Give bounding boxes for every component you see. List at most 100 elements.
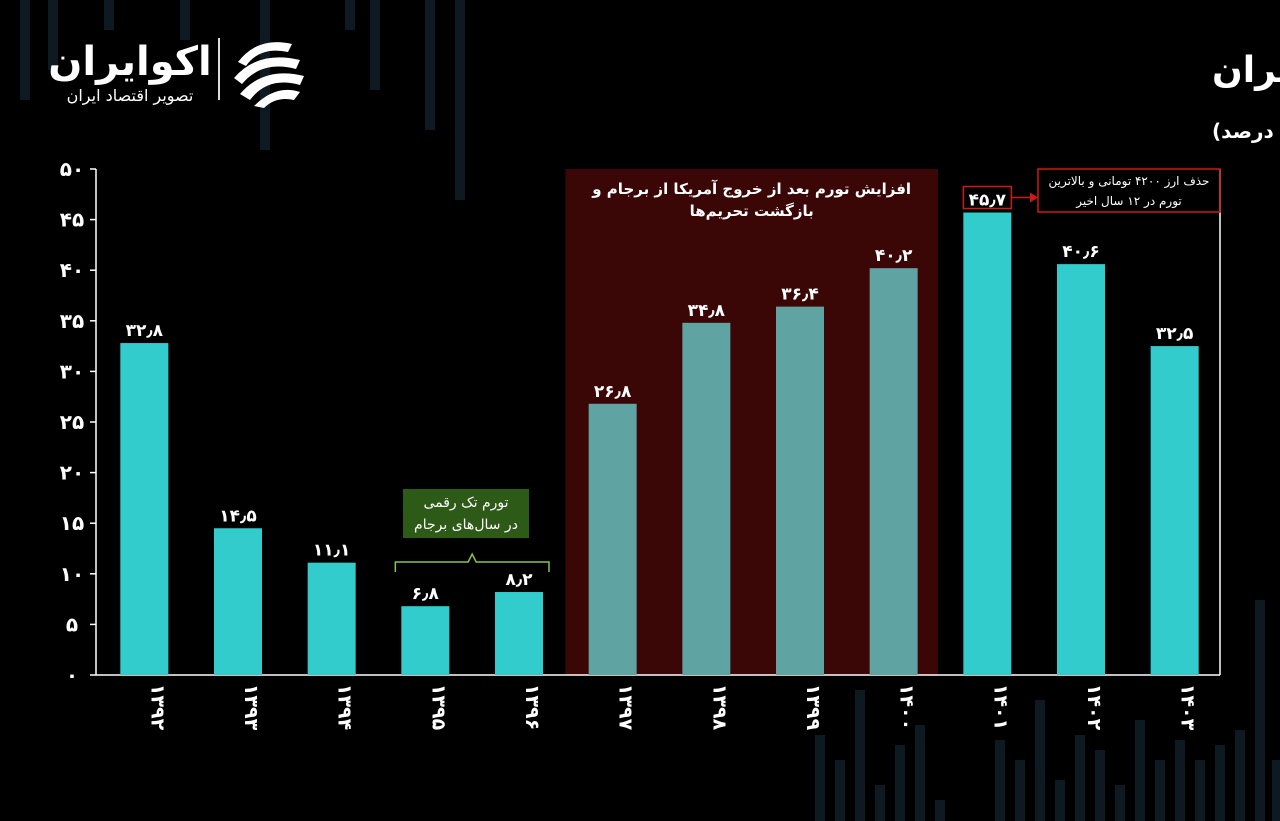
y-tick-label: ۱۵ (60, 511, 84, 535)
bar-5 (588, 403, 637, 675)
single-digit-annotation: تورم تک رقمی در سال‌های برجام (394, 489, 550, 572)
category-label-11: ۱۴۰۳ (1177, 684, 1199, 731)
bar-1 (214, 528, 262, 675)
sanctions-annotation-line2: بازگشت تحریم‌ها (690, 202, 814, 220)
x-axis (96, 169, 1221, 676)
background-candle (895, 745, 905, 821)
brand-name: اکوایران (48, 39, 212, 85)
y-tick-label: ۳۰ (60, 359, 84, 383)
background-candle (875, 785, 885, 821)
value-label-10: ۴۰٫۶ (1062, 242, 1099, 262)
background-candle (1272, 760, 1280, 821)
background-candle (1155, 760, 1165, 821)
category-label-4: ۱۳۹۶ (521, 684, 543, 730)
bar-2 (307, 562, 356, 675)
background-decoration (20, 0, 1280, 821)
single-digit-bracket (394, 552, 550, 572)
record-annotation-line1: حذف ارز ۴۲۰۰ تومانی و بالاترین (1049, 174, 1210, 189)
category-label-9: ۱۴۰۱ (989, 684, 1011, 730)
value-label-11: ۳۲٫۵ (1156, 324, 1193, 344)
value-label-0: ۳۲٫۸ (126, 321, 164, 341)
value-label-3: ۶٫۸ (412, 584, 440, 604)
category-label-5: ۱۳۹۷ (615, 684, 637, 731)
category-label-1: ۱۳۹۳ (240, 684, 262, 731)
category-label-2: ۱۳۹۴ (334, 684, 356, 730)
background-candle (1055, 780, 1065, 821)
background-candle (370, 0, 380, 90)
category-label-3: ۱۳۹۵ (427, 684, 449, 731)
background-candle (815, 735, 825, 821)
background-candle (1095, 750, 1105, 821)
value-label-8: ۴۰٫۲ (875, 246, 913, 266)
value-label-5: ۲۶٫۸ (594, 382, 632, 402)
y-tick-label: ۲۵ (60, 410, 84, 434)
background-candle (455, 0, 465, 200)
single-digit-annotation-line2: در سال‌های برجام (414, 517, 518, 533)
background-candle (1075, 735, 1085, 821)
category-label-0: ۱۳۹۲ (146, 684, 168, 731)
value-label-2: ۱۱٫۱ (313, 541, 350, 561)
category-labels: ۱۳۹۲ ۱۳۹۳ ۱۳۹۴ ۱۳۹۵ ۱۳۹۶ ۱۳۹۷ ۱۳۹۸ ۱۳۹۹ ۱۴۰۰ ۱۴۰۱… (146, 684, 1198, 731)
y-tick-label: ۲۰ (60, 461, 84, 485)
background-candle (1195, 760, 1205, 821)
background-candle (935, 800, 945, 821)
category-label-6: ۱۳۹۸ (708, 684, 730, 731)
chart-subtitle: (منبع : مرکز آمار) (واحد: درصد) (1212, 118, 1280, 143)
logo-divider (218, 38, 220, 100)
brand-mark-icon (234, 42, 304, 108)
background-candle (995, 740, 1005, 821)
category-label-10: ۱۴۰۲ (1083, 684, 1105, 731)
value-label-6: ۳۴٫۸ (688, 301, 726, 321)
bars (120, 212, 1199, 676)
y-tick-label: ۵۰ (60, 157, 84, 181)
background-candle (1235, 730, 1245, 821)
bar-4 (495, 592, 543, 675)
record-annotation-box (1037, 168, 1221, 213)
chart-title: روند تورم سالانه در اقتصاد ایران (1212, 50, 1280, 91)
value-label-1: ۱۴٫۵ (219, 506, 256, 526)
background-candle (425, 0, 435, 130)
bar-3 (401, 606, 450, 675)
category-label-7: ۱۳۹۹ (802, 684, 824, 731)
background-candle (1215, 745, 1225, 821)
background-candle (260, 0, 270, 150)
y-axis: ۰ ۵ ۱۰ ۱۵ ۲۰ ۲۵ ۳۰ ۳۵ ۴۰ ۴۵ ۵۰ (60, 157, 97, 687)
y-tick-label: ۰ (66, 663, 78, 687)
background-candle (915, 725, 925, 821)
background-candle (180, 0, 190, 40)
category-label-8: ۱۴۰۰ (896, 684, 918, 730)
y-tick-label: ۳۵ (60, 309, 84, 333)
bar-0 (120, 343, 169, 675)
value-label-7: ۳۶٫۴ (781, 285, 818, 305)
y-tick-label: ۵ (66, 612, 78, 636)
bar-8 (869, 268, 918, 675)
background-candle (835, 760, 845, 821)
background-candle (20, 0, 30, 100)
record-annotation-line2: تورم در ۱۲ سال اخیر (1075, 194, 1181, 209)
brand-tagline: تصویر اقتصاد ایران (67, 86, 194, 106)
background-candle (1255, 600, 1265, 821)
brand-logo: اکوایران تصویر اقتصاد ایران (48, 38, 304, 108)
background-candle (48, 0, 58, 70)
background-candle (855, 690, 865, 821)
bar-6 (682, 322, 731, 675)
y-tick-label: ۱۰ (60, 562, 84, 586)
value-label-9: ۴۵٫۷ (969, 191, 1007, 211)
background-candle (1135, 720, 1145, 821)
record-annotation: حذف ارز ۴۲۰۰ تومانی و بالاترین تورم در ۱… (962, 168, 1221, 213)
value-labels: ۳۲٫۸ ۱۴٫۵ ۱۱٫۱ ۶٫۸ ۸٫۲ ۲۶٫۸ ۳۴٫۸ ۳۶٫۴ ۴۰٫۲ ۴۵٫۷ ۴۰… (126, 191, 1194, 605)
y-tick-label: ۴۵ (60, 208, 84, 232)
background-candle (104, 0, 114, 30)
bar-11 (1150, 346, 1199, 675)
bar-10 (1057, 264, 1105, 675)
sanctions-annotation-line1: افزایش تورم بعد از خروج آمریکا از برجام … (591, 180, 911, 198)
single-digit-annotation-box (403, 489, 529, 538)
record-arrow-head-icon (1030, 192, 1038, 203)
background-candle (1175, 740, 1185, 821)
background-candle (1035, 700, 1045, 821)
background-candle (1015, 760, 1025, 821)
bar-7 (776, 306, 824, 675)
single-digit-annotation-line1: تورم تک رقمی (423, 495, 508, 511)
